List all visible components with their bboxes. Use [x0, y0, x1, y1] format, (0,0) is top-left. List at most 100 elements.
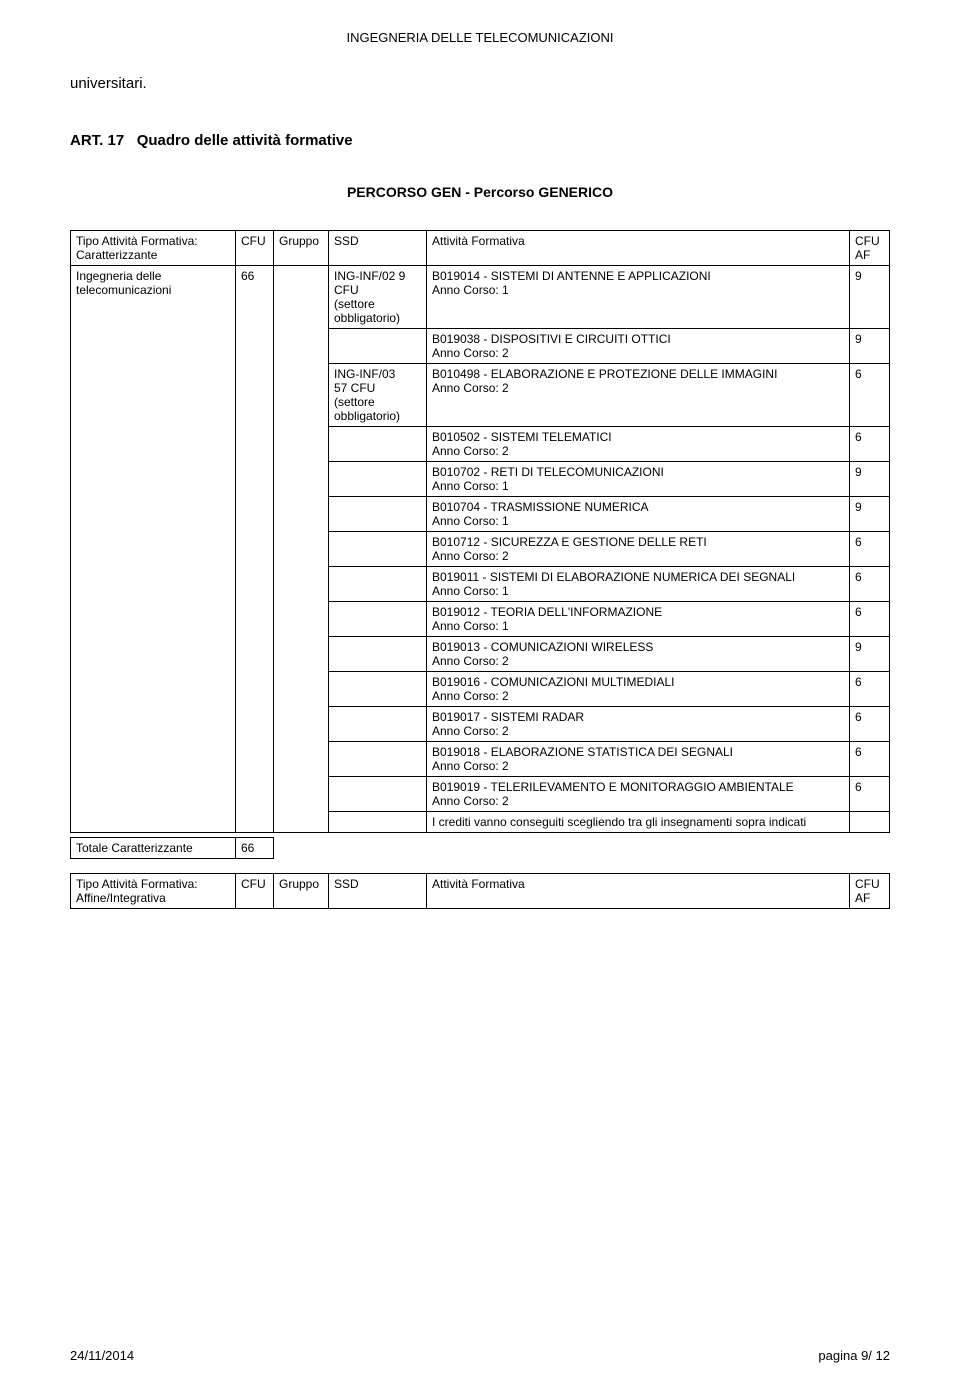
att-anno: Anno Corso: 2 — [432, 444, 844, 458]
cell-att: B010702 - RETI DI TELECOMUNICAZIONIAnno … — [427, 462, 850, 497]
cell-att: B019017 - SISTEMI RADARAnno Corso: 2 — [427, 707, 850, 742]
page-footer: 24/11/2014 pagina 9/ 12 — [70, 1348, 890, 1363]
article-title: Quadro delle attività formative — [137, 132, 353, 149]
page: INGEGNERIA DELLE TELECOMUNICAZIONI unive… — [0, 0, 960, 1388]
totale-table: Totale Caratterizzante 66 — [70, 837, 890, 859]
footer-page: pagina 9/ 12 — [818, 1348, 890, 1363]
att-text: B019012 - TEORIA DELL'INFORMAZIONE — [432, 605, 662, 619]
cell-ssd — [329, 567, 427, 602]
affine-tipo-label: Tipo Attività Formativa: — [76, 877, 198, 891]
cell-ssd-1: ING-INF/02 9 CFU (settore obbligatorio) — [329, 266, 427, 329]
head-attivita: Attività Formativa — [427, 231, 850, 266]
cell-ssd — [329, 637, 427, 672]
head-ssd: SSD — [329, 231, 427, 266]
att-text: B010712 - SICUREZZA E GESTIONE DELLE RET… — [432, 535, 707, 549]
att-anno: Anno Corso: 2 — [432, 346, 844, 360]
att-text: B019016 - COMUNICAZIONI MULTIMEDIALI — [432, 675, 675, 689]
att-anno: Anno Corso: 2 — [432, 794, 844, 808]
head-cfuaf: CFU AF — [850, 231, 890, 266]
cell-cfuaf: 6 — [850, 672, 890, 707]
cell-att: B019012 - TEORIA DELL'INFORMAZIONEAnno C… — [427, 602, 850, 637]
att-anno: Anno Corso: 2 — [432, 689, 844, 703]
att-text: B019019 - TELERILEVAMENTO E MONITORAGGIO… — [432, 780, 794, 794]
affine-ssd: SSD — [329, 874, 427, 909]
footer-date: 24/11/2014 — [70, 1348, 134, 1363]
att-text: B019013 - COMUNICAZIONI WIRELESS — [432, 640, 653, 654]
att1-anno: Anno Corso: 1 — [432, 283, 844, 297]
cell-att: B019016 - COMUNICAZIONI MULTIMEDIALIAnno… — [427, 672, 850, 707]
att-text: B019017 - SISTEMI RADAR — [432, 710, 584, 724]
cell-att-1: B019014 - SISTEMI DI ANTENNE E APPLICAZI… — [427, 266, 850, 329]
affine-cfuaf-1: CFU — [855, 877, 880, 891]
affine-attivita: Attività Formativa — [427, 874, 850, 909]
cell-cfuaf: 6 — [850, 742, 890, 777]
att-anno: Anno Corso: 1 — [432, 619, 844, 633]
head-gruppo: Gruppo — [274, 231, 329, 266]
att-anno: Anno Corso: 2 — [432, 549, 844, 563]
att1-text: B019014 - SISTEMI DI ANTENNE E APPLICAZI… — [432, 269, 711, 283]
preamble-text: universitari. — [70, 75, 890, 92]
ssd1-b: CFU — [334, 283, 359, 297]
cell-cfuaf-1: 9 — [850, 266, 890, 329]
cell-ssd — [329, 742, 427, 777]
cell-cfuaf: 9 — [850, 637, 890, 672]
cell-att: B010502 - SISTEMI TELEMATICIAnno Corso: … — [427, 427, 850, 462]
cell-cfuaf: 6 — [850, 602, 890, 637]
totale-value: 66 — [236, 838, 274, 859]
cell-att: B010704 - TRASMISSIONE NUMERICAAnno Cors… — [427, 497, 850, 532]
cell-cfuaf: 6 — [850, 532, 890, 567]
affine-gruppo: Gruppo — [274, 874, 329, 909]
cell-cfuaf-empty — [850, 812, 890, 833]
cell-att: B019018 - ELABORAZIONE STATISTICA DEI SE… — [427, 742, 850, 777]
att-text: B010704 - TRASMISSIONE NUMERICA — [432, 500, 649, 514]
affine-cfuaf: CFU AF — [850, 874, 890, 909]
ssd1-d: obbligatorio) — [334, 311, 400, 325]
totale-row: Totale Caratterizzante 66 — [71, 838, 891, 859]
cell-ingegneria: Ingegneria delle telecomunicazioni — [71, 266, 236, 833]
cell-gruppo-empty — [274, 266, 329, 833]
att-text: B010498 - ELABORAZIONE E PROTEZIONE DELL… — [432, 367, 777, 381]
cell-crediti: I crediti vanno conseguiti scegliendo tr… — [427, 812, 850, 833]
att-text: B019038 - DISPOSITIVI E CIRCUITI OTTICI — [432, 332, 671, 346]
head-tipo-label: Tipo Attività Formativa: — [76, 234, 198, 248]
article-label: ART. 17 — [70, 132, 124, 149]
cell-ssd: ING-INF/03 57 CFU (settore obbligatorio) — [329, 364, 427, 427]
cell-ssd — [329, 329, 427, 364]
cell-ssd — [329, 427, 427, 462]
att-text: B019011 - SISTEMI DI ELABORAZIONE NUMERI… — [432, 570, 795, 584]
head-cfuaf-1: CFU — [855, 234, 880, 248]
affine-table: Tipo Attività Formativa: Affine/Integrat… — [70, 873, 890, 909]
att-anno: Anno Corso: 2 — [432, 381, 844, 395]
att-text: B019018 - ELABORAZIONE STATISTICA DEI SE… — [432, 745, 733, 759]
affine-tipo: Tipo Attività Formativa: Affine/Integrat… — [71, 874, 236, 909]
cell-att: B019019 - TELERILEVAMENTO E MONITORAGGIO… — [427, 777, 850, 812]
program-title: INGEGNERIA DELLE TELECOMUNICAZIONI — [70, 30, 890, 45]
cell-ssd-empty — [329, 812, 427, 833]
att-anno: Anno Corso: 2 — [432, 724, 844, 738]
att-anno: Anno Corso: 2 — [432, 654, 844, 668]
cell-cfu-total: 66 — [236, 266, 274, 833]
head-tipo-value: Caratterizzante — [76, 248, 157, 262]
cell-ssd — [329, 707, 427, 742]
ssd1-c: (settore — [334, 297, 375, 311]
cell-ssd — [329, 532, 427, 567]
affine-cfu: CFU — [236, 874, 274, 909]
cell-att: B010712 - SICUREZZA E GESTIONE DELLE RET… — [427, 532, 850, 567]
cell-cfuaf: 6 — [850, 427, 890, 462]
cell-att: B010498 - ELABORAZIONE E PROTEZIONE DELL… — [427, 364, 850, 427]
cell-ssd — [329, 672, 427, 707]
att-anno: Anno Corso: 1 — [432, 514, 844, 528]
main-table: Tipo Attività Formativa: Caratterizzante… — [70, 230, 890, 833]
cell-cfuaf: 6 — [850, 567, 890, 602]
head-cfu: CFU — [236, 231, 274, 266]
att-anno: Anno Corso: 2 — [432, 759, 844, 773]
article-heading: ART. 17 Quadro delle attività formative — [70, 132, 890, 149]
cell-cfuaf: 6 — [850, 777, 890, 812]
cell-att: B019013 - COMUNICAZIONI WIRELESSAnno Cor… — [427, 637, 850, 672]
cell-cfuaf: 9 — [850, 329, 890, 364]
ssd1-a: ING-INF/02 9 — [334, 269, 405, 283]
cell-cfuaf: 6 — [850, 707, 890, 742]
percorso-title: PERCORSO GEN - Percorso GENERICO — [70, 184, 890, 200]
att-text: B010502 - SISTEMI TELEMATICI — [432, 430, 612, 444]
head-tipo: Tipo Attività Formativa: Caratterizzante — [71, 231, 236, 266]
